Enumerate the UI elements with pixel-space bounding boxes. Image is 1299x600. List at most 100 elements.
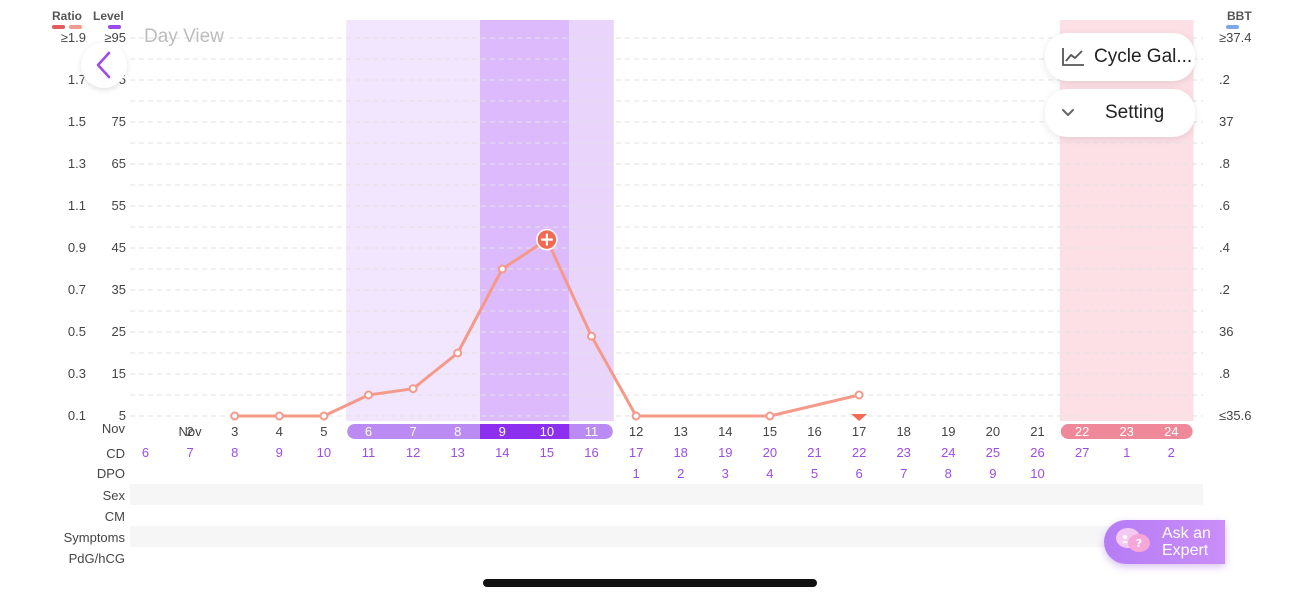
level-tick-label: 35 [111,282,126,297]
bbt-tick-label: .8 [1219,156,1230,171]
back-button[interactable] [81,42,127,88]
month-row-label: Nov [101,421,125,436]
dpo-value: 7 [900,466,908,481]
ratio-tick-label: 1.1 [67,198,86,213]
chat-bubbles-icon: ? [1114,525,1152,560]
bbt-tick-label: ≤35.6 [1219,408,1252,423]
date-label[interactable]: 15 [762,424,778,439]
level-tick-label: 65 [111,156,126,171]
dpo-value: 1 [632,466,640,481]
dpo-value: 4 [766,466,774,481]
cd-value: 13 [450,445,465,460]
cd-value: 14 [495,445,510,460]
level-tick-label: 75 [111,114,126,129]
cycle-gallery-button[interactable]: Cycle Gal... [1045,33,1195,81]
ovulation-band [480,20,570,421]
ratio-tick-label: 0.1 [67,408,86,423]
period-band [1059,20,1194,421]
bbt-tick-label: .2 [1219,72,1230,87]
level-legend-label: Level [93,9,124,23]
date-label[interactable]: 9 [498,424,506,439]
data-point [854,390,864,400]
cd-value: 17 [628,445,644,460]
date-label[interactable]: 12 [628,424,644,439]
date-label[interactable]: 18 [896,424,911,439]
cd-value: 7 [186,445,194,460]
cd-value: 27 [1074,445,1090,460]
date-label[interactable]: 5 [320,424,328,439]
date-label[interactable]: 13 [673,424,688,439]
cd-value: 11 [361,445,376,460]
date-label[interactable]: 11 [584,424,599,439]
fertile-band-late [569,20,614,421]
cd-value: 1 [1123,445,1131,460]
cd-value: 8 [231,445,239,460]
date-label[interactable]: 19 [941,424,956,439]
date-label[interactable]: 21 [1030,424,1045,439]
ratio-tick-label: ≥1.9 [60,30,86,45]
bbt-tick-label: .4 [1219,240,1230,255]
date-label[interactable]: 14 [718,424,733,439]
dpo-value: 9 [989,466,997,481]
cycle-gallery-label: Cycle Gal... [1094,46,1193,67]
cd-value: 2 [1167,445,1175,460]
dpo-value: 3 [721,466,729,481]
date-label[interactable]: 17 [851,424,867,439]
cm-row-label: CM [104,509,125,524]
cd-value: 9 [275,445,283,460]
cd-value: 10 [316,445,332,460]
ratio-tick-label: 0.5 [67,324,86,339]
dpo-value: 5 [810,466,819,481]
ratio-tick-label: 1.3 [67,156,86,171]
data-point [453,348,463,358]
bbt-tick-label: ≥37.4 [1219,30,1252,45]
bbt-legend-label: BBT [1227,9,1252,23]
date-label[interactable]: 2 [186,424,194,439]
bbt-tick-label: 37 [1219,114,1234,129]
data-point [319,411,329,421]
svg-text:?: ? [1136,537,1142,550]
level-tick-label: 5 [118,408,126,423]
level-tick-label: 25 [111,324,126,339]
ratio-tick-label: 0.7 [67,282,86,297]
ratio-tick-label: 1.5 [67,114,86,129]
dpo-value: 6 [855,466,863,481]
level-tick-label: 45 [111,240,126,255]
data-point [497,264,507,274]
ratio-legend-label: Ratio [52,9,82,23]
cd-value: 20 [762,445,778,460]
setting-button[interactable]: Setting [1045,89,1195,137]
dpo-value: 10 [1030,466,1045,481]
home-indicator[interactable] [483,579,817,587]
date-label[interactable]: 24 [1164,424,1179,439]
ask-expert-button[interactable]: ? Ask an Expert [1104,520,1225,564]
dpo-row-label: DPO [96,466,125,481]
date-label[interactable]: 3 [231,424,239,439]
date-label[interactable]: 8 [454,424,462,439]
cd-value: 25 [985,445,1001,460]
month-date-label: Nov [178,424,202,439]
bbt-swatch [1226,25,1239,29]
date-label[interactable]: 23 [1119,424,1134,439]
chevron-left-icon [96,51,111,79]
date-label[interactable]: 4 [275,424,283,439]
symptoms-row-band [130,526,1203,547]
date-label[interactable]: 7 [409,424,417,439]
date-label[interactable]: 6 [364,424,373,439]
data-point [230,411,240,421]
sex-row-label: Sex [102,488,125,503]
bbt-tick-label: .2 [1219,282,1230,297]
level-line [234,238,860,418]
cd-value: 15 [539,445,555,460]
cd-value: 22 [851,445,867,460]
date-label[interactable]: 22 [1074,424,1090,439]
data-point [364,390,373,400]
bbt-tick-label: .6 [1219,198,1230,213]
date-label[interactable]: 10 [539,424,555,439]
date-label[interactable]: 20 [985,424,1001,439]
sex-row-band [130,484,1203,505]
bbt-tick-label: 36 [1219,324,1234,339]
setting-label: Setting [1105,102,1165,123]
date-label[interactable]: 16 [807,424,822,439]
cd-value: 16 [584,445,599,460]
